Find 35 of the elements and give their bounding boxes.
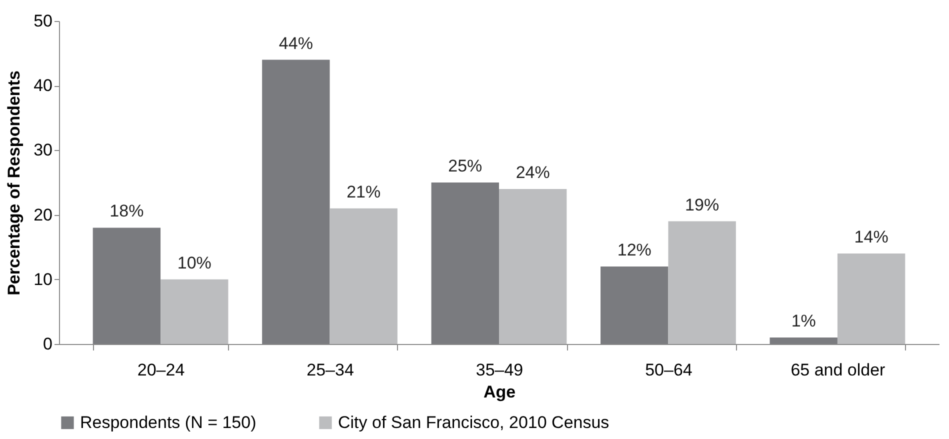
data-label: 12% (617, 240, 652, 260)
bar (600, 266, 668, 344)
legend-label: City of San Francisco, 2010 Census (338, 412, 610, 432)
bar (92, 228, 161, 344)
bar (160, 279, 228, 344)
x-tick-label: 50–64 (645, 360, 692, 380)
bar (837, 254, 906, 344)
data-label: 10% (177, 253, 212, 272)
x-tick-label: 20–24 (137, 360, 185, 380)
x-tick-label: 35–49 (476, 360, 524, 380)
y-tick-label: 50 (34, 12, 52, 30)
y-tick-label: 10 (34, 270, 52, 289)
data-label: 24% (516, 162, 550, 182)
x-tick-label: 25–34 (306, 360, 354, 380)
legend-label: Respondents (N = 150) (80, 412, 256, 432)
y-tick-label: 40 (34, 76, 52, 96)
data-label: 19% (685, 195, 720, 214)
y-tick-label: 30 (34, 140, 52, 160)
data-label: 1% (791, 312, 816, 331)
data-label: 44% (278, 34, 313, 53)
bar (330, 208, 398, 344)
data-label: 18% (110, 202, 144, 221)
data-label: 21% (346, 182, 381, 202)
x-tick-label: 65 and older (790, 360, 886, 380)
y-tick-label: 20 (34, 205, 52, 224)
y-axis-title: Percentage of Respondents (4, 70, 24, 296)
bar (431, 182, 499, 344)
data-label: 25% (448, 156, 482, 176)
bar (262, 60, 330, 344)
x-axis-title: Age (483, 382, 516, 402)
bar (499, 188, 567, 344)
data-label: 14% (854, 228, 888, 247)
bar (770, 338, 838, 344)
bar (668, 221, 736, 344)
y-tick-label: 0 (43, 334, 52, 354)
